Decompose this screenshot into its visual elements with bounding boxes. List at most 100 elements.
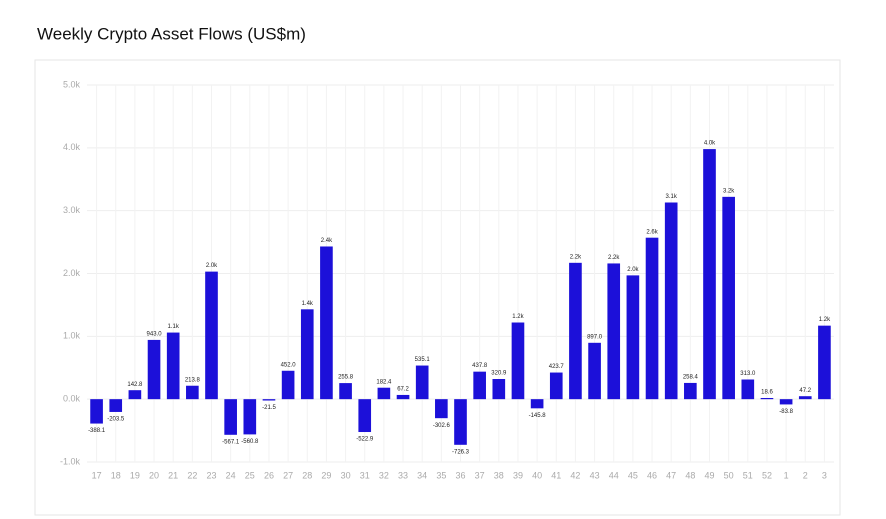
bar — [779, 399, 793, 405]
bar — [722, 196, 735, 400]
bar — [818, 325, 831, 400]
value-label: 3.2k — [723, 188, 735, 194]
value-label: 2.6k — [646, 229, 658, 235]
x-tick-label: 17 — [92, 470, 102, 480]
value-label: 2.2k — [608, 255, 620, 261]
x-tick-label: 25 — [245, 470, 255, 480]
x-tick-label: 46 — [647, 470, 657, 480]
value-label: 1.2k — [819, 317, 831, 323]
x-tick-label: 35 — [436, 470, 446, 480]
bar — [224, 399, 237, 435]
x-tick-label: 43 — [590, 470, 600, 480]
x-tick-label: 19 — [130, 470, 140, 480]
x-tick-label: 3 — [822, 470, 827, 480]
value-label: 2.0k — [206, 263, 218, 269]
chart-title: Weekly Crypto Asset Flows (US$m) — [37, 24, 306, 43]
bar — [530, 399, 544, 409]
x-tick-label: 22 — [187, 470, 197, 480]
x-tick-label: 36 — [455, 470, 465, 480]
x-tick-label: 32 — [379, 470, 389, 480]
x-tick-label: 31 — [360, 470, 370, 480]
bar — [569, 262, 582, 400]
x-tick-label: 20 — [149, 470, 159, 480]
y-tick-label: 5.0k — [63, 79, 81, 89]
value-label: 18.6 — [761, 390, 773, 396]
value-label: 142.8 — [127, 382, 143, 388]
value-label: 535.1 — [415, 357, 431, 363]
x-tick-label: 47 — [666, 470, 676, 480]
x-tick-label: 33 — [398, 470, 408, 480]
y-tick-label: 2.0k — [63, 268, 81, 278]
x-tick-label: 1 — [784, 470, 789, 480]
bar — [415, 365, 429, 400]
x-tick-label: 50 — [724, 470, 734, 480]
bar — [626, 275, 640, 400]
x-tick-label: 49 — [704, 470, 714, 480]
value-label: 423.7 — [549, 364, 565, 370]
x-tick-label: 45 — [628, 470, 638, 480]
value-label: -83.8 — [779, 409, 793, 415]
bar — [147, 339, 161, 400]
bar — [741, 379, 755, 400]
x-tick-label: 27 — [283, 470, 293, 480]
value-label: 1.1k — [168, 324, 180, 330]
bar — [377, 387, 391, 400]
bar — [473, 371, 486, 400]
value-label: -388.1 — [88, 428, 106, 434]
bar — [703, 149, 716, 400]
value-label: 2.2k — [570, 254, 582, 260]
x-tick-label: 2 — [803, 470, 808, 480]
x-tick-label: 18 — [111, 470, 121, 480]
bar — [798, 396, 812, 400]
bar — [760, 397, 774, 400]
x-tick-label: 24 — [226, 470, 236, 480]
x-tick-label: 39 — [513, 470, 523, 480]
y-tick-label: -1.0k — [60, 456, 81, 466]
value-label: 320.9 — [491, 371, 507, 377]
bar — [300, 309, 314, 400]
y-tick-label: 3.0k — [63, 205, 81, 215]
value-label: 313.0 — [740, 371, 756, 377]
value-label: 213.8 — [185, 377, 201, 383]
value-label: 3.1k — [666, 194, 678, 200]
value-label: 47.2 — [799, 388, 811, 394]
value-label: 943.0 — [147, 331, 163, 337]
x-tick-label: 30 — [341, 470, 351, 480]
value-label: 1.4k — [302, 301, 314, 307]
value-label: 4.0k — [704, 141, 716, 147]
value-label: -560.8 — [241, 439, 259, 445]
value-label: -145.8 — [529, 413, 547, 419]
bar — [396, 394, 410, 400]
value-label: 67.2 — [397, 387, 409, 393]
bar — [549, 372, 563, 400]
bar — [90, 399, 103, 424]
x-tick-label: 37 — [475, 470, 485, 480]
value-label: -203.5 — [107, 417, 125, 423]
value-label: 255.8 — [338, 375, 354, 381]
value-label: 182.4 — [376, 379, 392, 385]
x-tick-label: 44 — [609, 470, 619, 480]
x-tick-label: 38 — [494, 470, 504, 480]
x-tick-label: 28 — [302, 470, 312, 480]
value-label: 452.0 — [281, 362, 297, 368]
bar — [511, 322, 525, 400]
bar — [684, 382, 697, 400]
bar — [645, 237, 659, 400]
bar — [243, 399, 257, 435]
x-tick-label: 42 — [570, 470, 580, 480]
bar — [454, 399, 467, 445]
value-label: -21.5 — [262, 405, 276, 411]
value-label: -302.6 — [433, 423, 451, 429]
bar — [492, 379, 506, 400]
bar — [262, 399, 276, 401]
x-tick-label: 48 — [685, 470, 695, 480]
bar — [435, 399, 448, 419]
bar — [607, 263, 621, 400]
plot-frame — [34, 59, 841, 516]
value-label: -726.3 — [452, 449, 470, 455]
value-label: 897.0 — [587, 334, 603, 340]
bar — [664, 202, 678, 400]
y-tick-label: 4.0k — [63, 142, 81, 152]
value-label: -567.1 — [222, 439, 240, 445]
